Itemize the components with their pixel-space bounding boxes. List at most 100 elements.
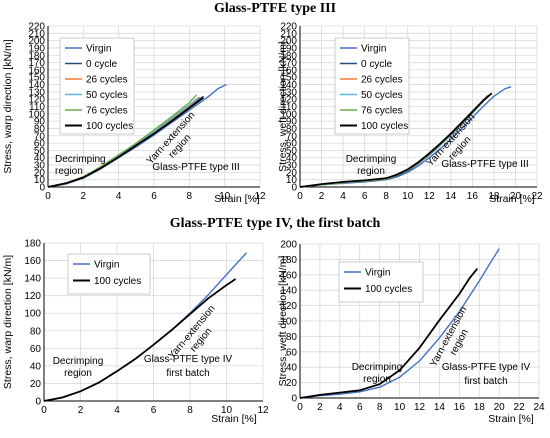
y-tick-label: 110 <box>281 102 297 113</box>
x-tick-label: 0 <box>297 402 303 413</box>
y-tick-label: 40 <box>286 363 298 374</box>
series-line-100-cycles <box>299 92 493 188</box>
legend-label: 100 cycles <box>361 121 408 132</box>
y-tick-label: 120 <box>28 95 45 106</box>
series-line-100-cycles <box>43 278 237 402</box>
x-tick-label: 18 <box>488 191 500 202</box>
y-tick-label: 0 <box>291 394 297 405</box>
y-tick-label: 190 <box>280 43 297 54</box>
legend-label: 50 cycles <box>361 90 403 101</box>
x-tick-label: 16 <box>454 402 466 413</box>
y-tick-label: 60 <box>286 347 298 358</box>
y-tick-label: 170 <box>28 58 45 69</box>
y-tick-label: 130 <box>28 87 45 98</box>
x-tick-label: 20 <box>494 402 506 413</box>
legend-label: 100 cycles <box>94 276 141 287</box>
x-tick-label: 0 <box>45 191 51 202</box>
y-tick-label: 200 <box>280 36 297 47</box>
x-tick-label: 10 <box>219 191 231 202</box>
y-tick-label: 20 <box>34 168 46 179</box>
annotation-decrimping: Decrimping region <box>346 154 397 177</box>
y-tick-label: 140 <box>24 274 41 285</box>
y-axis-label: Stress, warp direction [kN/m] <box>2 39 14 173</box>
x-tick-label: 0 <box>297 191 303 202</box>
legend-box <box>67 253 151 295</box>
y-tick-label: 140 <box>280 80 297 91</box>
y-tick-label: 160 <box>280 270 297 281</box>
y-tick-label: 140 <box>28 80 45 91</box>
legend-box <box>59 37 135 135</box>
y-tick-label: 20 <box>286 378 298 389</box>
y-tick-label: 0 <box>35 397 41 408</box>
series-line-virgin <box>299 86 512 188</box>
y-tick-label: 190 <box>28 43 45 54</box>
y-tick-label: 60 <box>34 139 46 150</box>
y-tick-label: 220 <box>280 22 297 33</box>
x-tick-label: 10 <box>394 402 406 413</box>
y-tick-label: 160 <box>24 256 41 267</box>
x-axis-label: Strain [%] <box>488 413 534 425</box>
y-tick-label: 0 <box>39 183 45 194</box>
x-axis-label: Strain [%] <box>214 193 260 205</box>
y-tick-label: 210 <box>280 29 297 40</box>
y-tick-label: 60 <box>30 344 42 355</box>
legend: Virgin 0 cycle 26 cycles 50 cycles 76 cycles… <box>59 37 135 135</box>
y-tick-label: 150 <box>280 73 297 84</box>
annotation-label: Glass-PTFE type IV <box>442 362 531 373</box>
annotation-label: Glass-PTFE type IV <box>144 354 233 365</box>
x-tick-label: 18 <box>474 402 486 413</box>
y-tick-label: 120 <box>280 301 297 312</box>
legend-label: 100 cycles <box>86 121 133 132</box>
y-tick-label: 0 <box>291 183 297 194</box>
y-tick-label: 100 <box>28 109 45 120</box>
x-tick-label: 14 <box>445 191 457 202</box>
series-line-100-cycles <box>299 268 479 399</box>
y-tick-label: 180 <box>28 51 45 62</box>
y-tick-label: 170 <box>280 58 297 69</box>
legend-label: 76 cycles <box>361 106 403 117</box>
legend-label: 0 cycle <box>361 59 393 70</box>
y-tick-label: 60 <box>286 139 298 150</box>
y-tick-label: 90 <box>286 117 298 128</box>
legend-label: Virgin <box>361 44 386 55</box>
x-tick-label: 12 <box>424 191 436 202</box>
x-tick-label: 2 <box>78 405 84 416</box>
series-line-virgin <box>299 248 500 399</box>
x-tick-label: 24 <box>533 402 545 413</box>
y-tick-label: 10 <box>34 175 46 186</box>
y-tick-label: 80 <box>30 326 42 337</box>
legend-label: Virgin <box>365 268 390 279</box>
section-title-type-iii: Glass-PTFE type III <box>213 1 337 16</box>
x-tick-label: 10 <box>402 191 414 202</box>
y-axis-label: Stress, weft direction [kN/m] <box>277 41 289 172</box>
y-tick-label: 100 <box>280 317 297 328</box>
y-tick-label: 50 <box>286 146 298 157</box>
annotation-decrimping: Decrimping region <box>55 154 106 177</box>
y-tick-label: 200 <box>280 240 297 251</box>
legend-label: 26 cycles <box>86 75 128 86</box>
chart-weft-type-iii: 0102030405060708090100110120130140150160… <box>277 22 543 206</box>
legend-label: 0 cycle <box>86 59 118 70</box>
x-tick-label: 14 <box>434 402 446 413</box>
y-tick-label: 40 <box>30 361 42 372</box>
annotation-label: first batch <box>166 368 209 379</box>
annotation-label: Glass-PTFE type III <box>441 159 528 170</box>
y-tick-label: 110 <box>29 102 45 113</box>
annotation-decrimping: Decrimping region <box>352 362 403 385</box>
y-tick-label: 180 <box>280 255 297 266</box>
y-tick-label: 220 <box>28 22 45 33</box>
y-tick-label: 120 <box>280 95 297 106</box>
y-tick-label: 180 <box>280 51 297 62</box>
y-tick-label: 150 <box>28 73 45 84</box>
x-tick-label: 20 <box>510 191 522 202</box>
x-tick-label: 12 <box>257 405 269 416</box>
x-tick-label: 10 <box>221 405 233 416</box>
x-tick-label: 8 <box>187 191 193 202</box>
x-tick-label: 6 <box>151 405 157 416</box>
legend: Virgin 100 cycles <box>338 261 424 303</box>
x-tick-label: 4 <box>337 402 343 413</box>
y-tick-label: 20 <box>286 168 298 179</box>
chart-warp-type-iii: 0102030405060708090100110120130140150160… <box>2 22 266 206</box>
y-tick-label: 20 <box>30 379 42 390</box>
